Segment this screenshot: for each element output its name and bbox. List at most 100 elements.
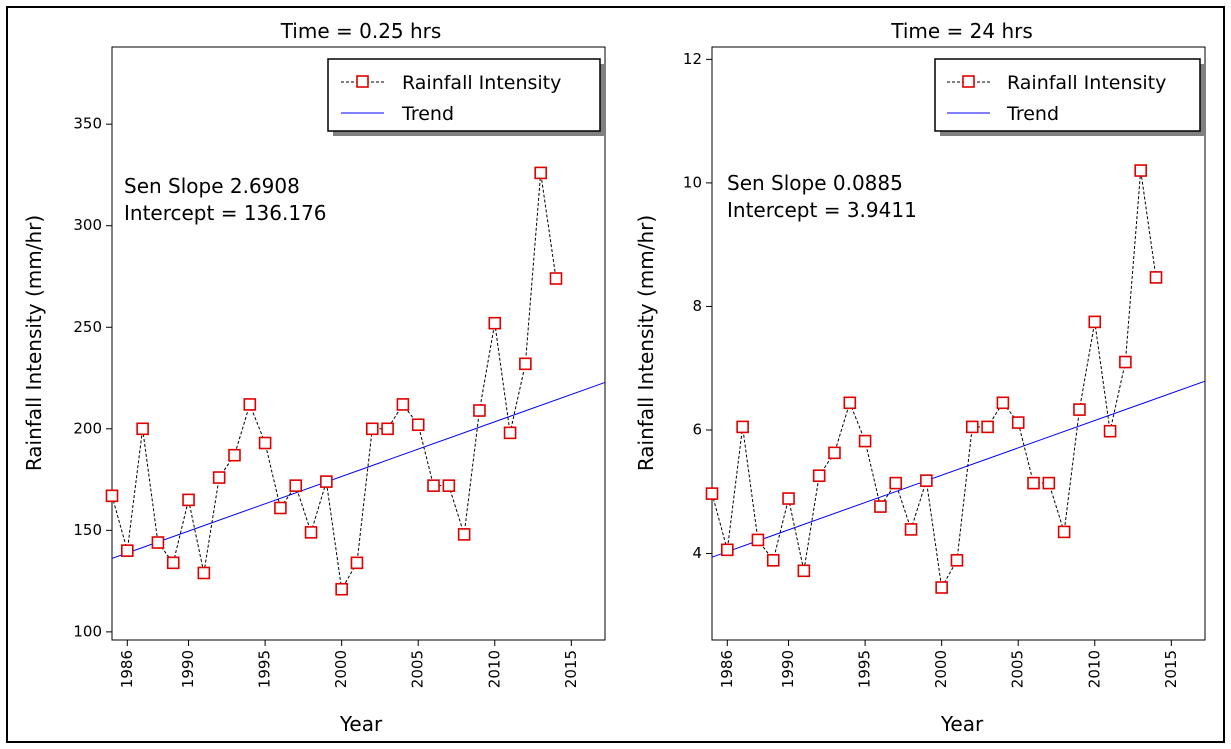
y-tick-label: 100 <box>73 622 102 640</box>
y-tick-label: 200 <box>73 419 102 437</box>
rainfall-intensity-point <box>996 396 1010 410</box>
chart-panel-0.25hrs: Time = 0.25 hrs Year Rainfall Intensity … <box>22 19 606 736</box>
rainfall-intensity-point <box>1119 355 1132 369</box>
data-marks-0.25hrs <box>105 166 606 596</box>
rainfall-intensity-point <box>889 476 903 490</box>
rainfall-intensity-point <box>874 500 887 513</box>
intercept-annotation-0.25hrs: Intercept = 136.176 <box>124 201 327 225</box>
rainfall-intensity-point <box>136 422 149 436</box>
rainfall-intensity-line <box>711 170 1157 590</box>
rainfall-intensity-point <box>427 479 440 492</box>
sen-slope-annotation-0.25hrs: Sen Slope 2.6908 <box>124 174 300 198</box>
rainfall-intensity-point <box>289 479 303 492</box>
x-axis-label-24hrs: Year <box>940 712 984 736</box>
x-tick-label: 2010 <box>485 650 503 688</box>
trend-line <box>711 380 1206 558</box>
rainfall-intensity-point <box>705 487 719 500</box>
rainfall-intensity-point <box>503 426 517 440</box>
y-tick-label: 8 <box>692 297 702 315</box>
axis-ticks-0.25hrs: 1986 1990 1995 2000 2005 2010 2015 100 150 200 250… <box>73 115 579 689</box>
legend-swatch-marker <box>356 75 369 88</box>
rainfall-intensity-point <box>228 448 241 462</box>
rainfall-intensity-point <box>1011 416 1025 429</box>
rainfall-intensity-point <box>121 544 134 557</box>
rainfall-intensity-point <box>151 536 165 549</box>
x-tick-label: 2010 <box>1085 650 1103 688</box>
legend-24hrs: Rainfall Intensity Trend <box>934 58 1205 136</box>
rainfall-intensity-point <box>1134 164 1147 177</box>
legend-0.25hrs: Rainfall Intensity Trend <box>327 58 605 136</box>
y-tick-label: 350 <box>73 115 102 133</box>
plot-area-0.25hrs <box>111 46 606 641</box>
chart-title-24hrs: Time = 24 hrs <box>890 19 1033 43</box>
x-tick-label: 1990 <box>779 650 797 688</box>
y-tick-label: 4 <box>692 544 702 562</box>
rainfall-intensity-line <box>111 172 557 591</box>
x-tick-label: 2005 <box>1009 650 1027 688</box>
x-tick-label: 1986 <box>718 650 736 688</box>
y-tick-label: 10 <box>683 173 702 191</box>
rainfall-intensity-point <box>519 357 532 371</box>
rainfall-intensity-point <box>1088 315 1102 329</box>
rainfall-intensity-point <box>335 582 348 596</box>
rainfall-intensity-point <box>243 398 257 411</box>
rainfall-intensity-point <box>182 493 195 507</box>
legend-label-trend: Trend <box>401 103 454 125</box>
y-tick-label: 250 <box>73 318 102 336</box>
rainfall-intensity-point <box>1073 403 1086 416</box>
x-tick-label: 1995 <box>856 650 874 688</box>
rainfall-intensity-point <box>812 469 826 482</box>
rainfall-intensity-point <box>736 420 749 434</box>
rainfall-intensity-point <box>751 533 765 547</box>
legend-label-rainfall: Rainfall Intensity <box>1007 72 1166 94</box>
x-axis-label-0.25hrs: Year <box>339 712 383 736</box>
rainfall-intensity-point <box>1057 525 1071 539</box>
x-tick-label: 2015 <box>1162 650 1180 688</box>
rainfall-intensity-point <box>473 404 486 417</box>
legend-swatch-marker <box>962 75 975 88</box>
y-axis-label-24hrs: Rainfall Intensity (mm/hr) <box>634 215 658 471</box>
y-tick-label: 300 <box>73 216 102 234</box>
data-marks-24hrs <box>705 164 1206 594</box>
chart-panel-24hrs: Time = 24 hrs Year Rainfall Intensity (m… <box>634 19 1206 736</box>
rainfall-intensity-point <box>411 418 425 432</box>
y-tick-label: 12 <box>683 50 702 68</box>
rainfall-intensity-point <box>950 554 964 567</box>
x-tick-label: 2005 <box>409 650 427 688</box>
sen-slope-annotation-24hrs: Sen Slope 0.0885 <box>727 171 903 195</box>
rainfall-intensity-point <box>981 420 994 434</box>
rainfall-intensity-point <box>1027 476 1040 490</box>
rainfall-intensity-point <box>166 556 180 570</box>
rainfall-intensity-point <box>197 566 211 580</box>
plot-area-24hrs <box>711 46 1206 641</box>
rainfall-intensity-point <box>442 479 456 492</box>
rainfall-intensity-point <box>365 422 379 436</box>
chart-title-0.25hrs: Time = 0.25 hrs <box>280 19 442 43</box>
axis-ticks-24hrs: 1986 1990 1995 2000 2005 2010 2015 4 6 8 10 12 <box>683 50 1180 688</box>
rainfall-intensity-point <box>1149 271 1163 284</box>
rainfall-intensity-point <box>350 556 364 570</box>
rainfall-intensity-point <box>274 501 287 515</box>
rainfall-intensity-point <box>212 471 226 484</box>
rainfall-intensity-point <box>935 581 948 594</box>
x-tick-label: 2015 <box>562 650 580 688</box>
rainfall-intensity-point <box>105 489 119 503</box>
x-tick-label: 2000 <box>932 650 950 688</box>
rainfall-intensity-point <box>766 554 780 567</box>
x-tick-label: 1990 <box>179 650 197 688</box>
rainfall-intensity-point <box>920 474 933 487</box>
x-tick-label: 2000 <box>332 650 350 688</box>
legend-box <box>327 58 601 132</box>
legend-box <box>934 58 1201 132</box>
rainfall-intensity-point <box>457 528 471 541</box>
x-tick-label: 1986 <box>118 650 136 688</box>
rainfall-intensity-point <box>904 523 918 536</box>
rainfall-intensity-point <box>320 475 333 488</box>
legend-label-trend: Trend <box>1006 103 1059 125</box>
rainfall-intensity-point <box>782 492 795 505</box>
rainfall-intensity-point <box>381 422 394 436</box>
x-tick-label: 1995 <box>256 650 274 688</box>
rainfall-intensity-point <box>534 166 547 180</box>
y-axis-label-0.25hrs: Rainfall Intensity (mm/hr) <box>22 215 46 471</box>
rainfall-intensity-point <box>828 446 841 460</box>
